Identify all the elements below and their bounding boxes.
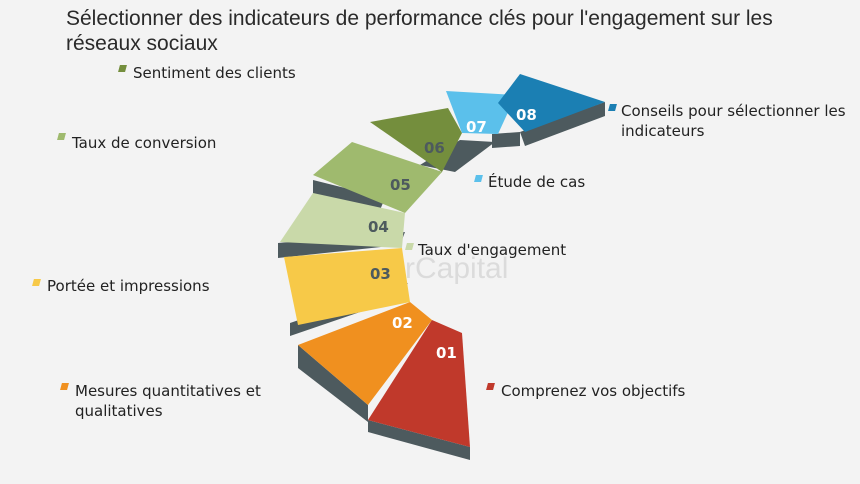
step-number-07: 07 — [466, 118, 487, 136]
step-side-07 — [492, 132, 520, 148]
step-number-05: 05 — [390, 176, 411, 194]
step-number-04: 04 — [368, 218, 389, 236]
step-06 — [370, 108, 462, 172]
step-side-08 — [520, 102, 605, 146]
step-number-02: 02 — [392, 314, 413, 332]
step-05 — [313, 142, 442, 213]
label-portee-impressions: Portée et impressions — [47, 277, 210, 295]
step-side-04 — [313, 180, 385, 210]
step-number-03: 03 — [370, 265, 391, 283]
label-comprenez-vos-objectifs: Comprenez vos objectifs — [501, 382, 686, 400]
label-taux-conversion: Taux de conversion — [72, 134, 217, 152]
step-side-01 — [298, 345, 368, 422]
step-number-06: 06 — [424, 139, 445, 157]
step-number-08: 08 — [516, 106, 537, 124]
label-etude-de-cas: Étude de cas — [488, 173, 586, 191]
label-conseils-indicateurs: Conseils pour sélectionner les indicateu… — [621, 102, 846, 140]
step-03 — [284, 248, 410, 325]
step-number-01: 01 — [436, 344, 457, 362]
label-mesures-quantitatives: Mesures quantitatives et qualitatives — [75, 382, 261, 420]
step-side-00 — [368, 420, 470, 460]
label-sentiment-clients: Sentiment des clients — [133, 64, 296, 82]
step-08 — [498, 74, 605, 132]
step-07 — [446, 91, 516, 134]
step-04 — [280, 193, 405, 248]
step-01 — [368, 320, 470, 447]
page-title: Sélectionner des indicateurs de performa… — [66, 7, 773, 55]
step-02 — [298, 302, 432, 405]
label-taux-engagement: Taux d'engagement — [418, 241, 567, 259]
